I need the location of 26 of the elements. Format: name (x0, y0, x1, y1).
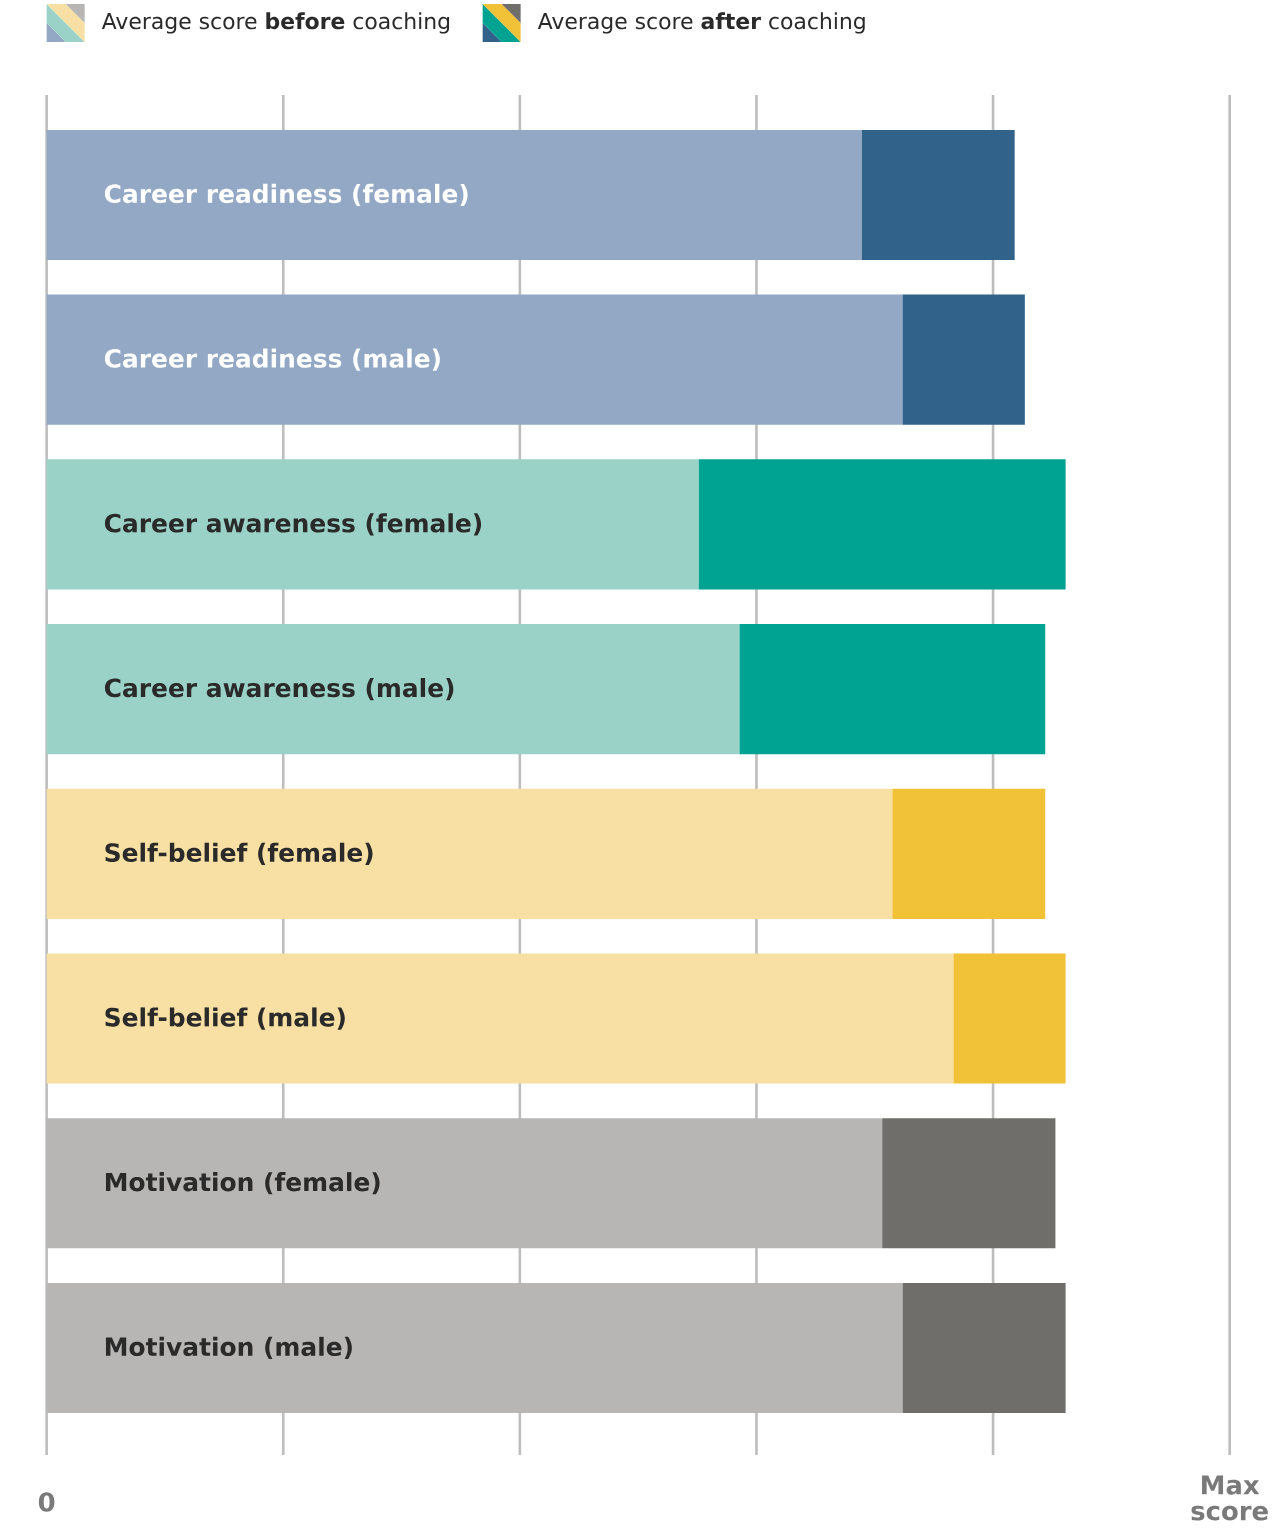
legend-label: Average score before coaching (101, 12, 449, 34)
bar (953, 953, 1066, 1084)
bar (902, 294, 1025, 425)
y-tick-label: Career awareness (male) (104, 677, 454, 701)
y-tick-label: Motivation (male) (105, 1336, 352, 1360)
bar (892, 788, 1046, 919)
bar (46, 788, 893, 919)
y-tick-label: Self-belief (male) (105, 1007, 345, 1030)
y-tick-label: Career readiness (female) (104, 183, 468, 207)
text: Max score (1191, 1475, 1268, 1521)
bar (882, 1118, 1056, 1249)
bar (46, 294, 903, 425)
legend-label: Average score after coaching (537, 12, 865, 34)
bar (739, 624, 1046, 755)
bar (698, 459, 1066, 590)
bar (902, 1282, 1066, 1414)
bar (861, 129, 1015, 261)
bar (46, 624, 740, 755)
y-tick-label: Career awareness (female) (104, 513, 481, 536)
text: 0 (38, 1492, 55, 1512)
bar (46, 459, 699, 590)
y-tick-label: Motivation (female) (105, 1172, 380, 1195)
bar (46, 129, 862, 261)
y-tick-label: Career readiness (male) (104, 348, 440, 371)
y-tick-label: Self-belief (female) (105, 842, 373, 865)
bar (46, 953, 954, 1084)
